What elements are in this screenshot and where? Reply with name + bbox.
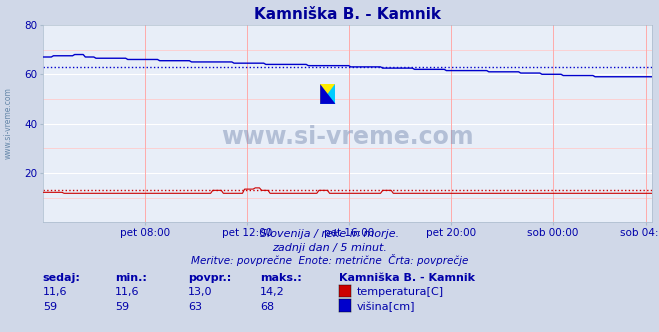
Text: 14,2: 14,2 bbox=[260, 288, 285, 297]
Text: www.si-vreme.com: www.si-vreme.com bbox=[3, 87, 13, 159]
Text: sedaj:: sedaj: bbox=[43, 273, 80, 283]
Text: povpr.:: povpr.: bbox=[188, 273, 231, 283]
Text: 59: 59 bbox=[43, 302, 57, 312]
Text: 68: 68 bbox=[260, 302, 274, 312]
Polygon shape bbox=[320, 84, 335, 104]
Text: zadnji dan / 5 minut.: zadnji dan / 5 minut. bbox=[272, 243, 387, 253]
Text: min.:: min.: bbox=[115, 273, 147, 283]
Text: 11,6: 11,6 bbox=[43, 288, 67, 297]
Text: www.si-vreme.com: www.si-vreme.com bbox=[221, 125, 474, 149]
Text: maks.:: maks.: bbox=[260, 273, 302, 283]
FancyBboxPatch shape bbox=[320, 84, 335, 104]
Title: Kamniška B. - Kamnik: Kamniška B. - Kamnik bbox=[254, 7, 441, 22]
Text: Slovenija / reke in morje.: Slovenija / reke in morje. bbox=[260, 229, 399, 239]
Text: višina[cm]: višina[cm] bbox=[357, 302, 415, 312]
Text: 63: 63 bbox=[188, 302, 202, 312]
Polygon shape bbox=[320, 84, 335, 104]
Text: temperatura[C]: temperatura[C] bbox=[357, 288, 444, 297]
Text: Kamniška B. - Kamnik: Kamniška B. - Kamnik bbox=[339, 273, 475, 283]
Text: Meritve: povprečne  Enote: metrične  Črta: povprečje: Meritve: povprečne Enote: metrične Črta:… bbox=[191, 254, 468, 266]
Text: 59: 59 bbox=[115, 302, 129, 312]
Text: 11,6: 11,6 bbox=[115, 288, 140, 297]
Text: 13,0: 13,0 bbox=[188, 288, 212, 297]
